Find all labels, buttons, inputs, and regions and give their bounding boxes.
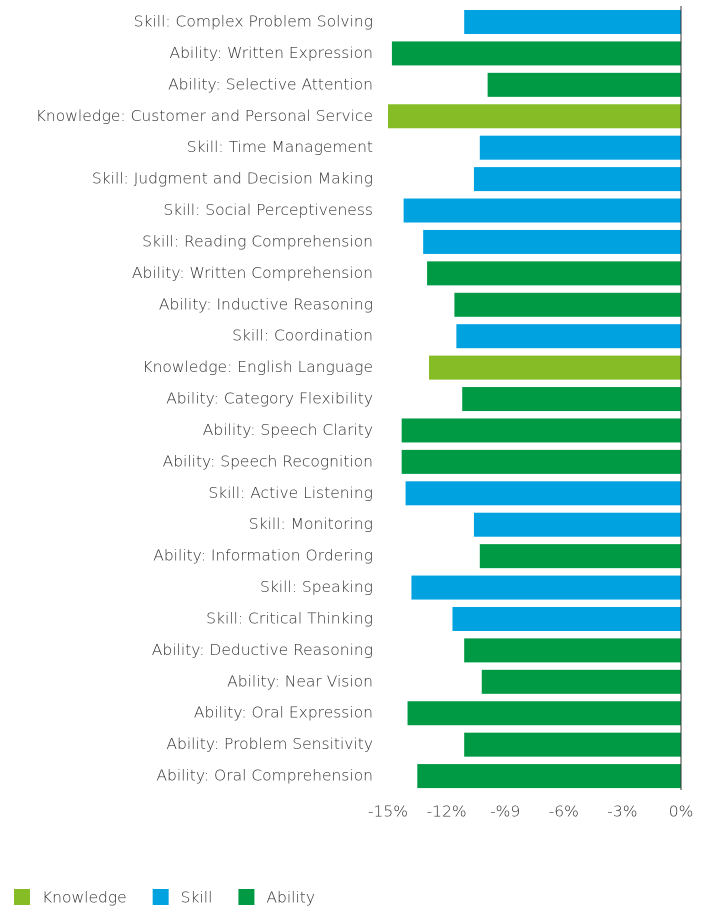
category-label: Skill: Critical Thinking: [206, 609, 373, 627]
x-tick-label: -6%: [549, 803, 579, 821]
legend-swatch: [238, 889, 255, 905]
bar: [401, 418, 681, 443]
bar: [403, 198, 681, 223]
bar: [429, 355, 681, 380]
category-label: Ability: Oral Expression: [194, 704, 373, 722]
category-label: Ability: Written Comprehension: [132, 264, 373, 282]
bar: [464, 732, 681, 757]
category-label: Skill: Time Management: [187, 138, 373, 156]
category-label: Skill: Reading Comprehension: [142, 232, 373, 250]
category-label: Skill: Monitoring: [249, 515, 373, 533]
bar: [473, 167, 681, 192]
category-label: Knowledge: English Language: [142, 358, 373, 376]
category-label: Skill: Coordination: [232, 327, 373, 345]
category-label: Ability: Selective Attention: [168, 75, 373, 93]
bar: [427, 261, 681, 286]
category-label: Skill: Judgment and Decision Making: [92, 170, 373, 188]
category-label: Skill: Complex Problem Solving: [134, 13, 373, 31]
category-label: Ability: Category Flexibility: [166, 390, 373, 408]
category-label: Ability: Information Ordering: [153, 547, 373, 565]
category-label: Ability: Inductive Reasoning: [159, 295, 373, 313]
category-label: Knowledge: Customer and Personal Service: [36, 107, 373, 125]
legend-swatch: [14, 889, 30, 905]
legend-swatch: [152, 889, 169, 905]
category-label: Ability: Deductive Reasoning: [152, 641, 373, 659]
category-label: Ability: Problem Sensitivity: [166, 735, 373, 753]
category-label: Ability: Oral Comprehension: [156, 767, 373, 785]
bar: [401, 449, 681, 474]
category-label: Skill: Social Perceptiveness: [163, 201, 373, 219]
bar: [479, 544, 681, 569]
bar: [388, 104, 681, 129]
bar: [487, 72, 681, 97]
bar: [464, 638, 681, 663]
bar: [462, 387, 681, 412]
legend-label: Ability: [266, 889, 315, 907]
x-tick-label: -12%: [427, 803, 467, 821]
category-label: Ability: Near Vision: [227, 672, 373, 690]
x-tick-label: -15%: [368, 803, 408, 821]
bar: [423, 229, 681, 254]
bar: [464, 10, 681, 34]
x-tick-label: 0%: [669, 803, 694, 821]
bar: [405, 481, 681, 506]
bar: [417, 764, 681, 789]
category-label: Ability: Speech Recognition: [163, 452, 373, 470]
bar: [479, 135, 681, 160]
bar: [454, 292, 681, 317]
x-tick-label: -%9: [490, 803, 520, 821]
category-label: Skill: Active Listening: [208, 484, 373, 502]
legend-label: Knowledge: [42, 889, 127, 907]
bar: [473, 512, 681, 537]
bar: [452, 606, 681, 631]
x-tick-label: -3%: [607, 803, 637, 821]
category-label: Ability: Speech Clarity: [203, 421, 373, 439]
category-label: Ability: Written Expression: [169, 44, 373, 62]
legend-label: Skill: [181, 889, 213, 907]
bar: [407, 701, 681, 726]
bar: [411, 575, 681, 600]
bar: [481, 669, 681, 694]
category-label: Skill: Speaking: [260, 578, 373, 596]
bar: [456, 324, 681, 349]
bar: [391, 41, 681, 66]
